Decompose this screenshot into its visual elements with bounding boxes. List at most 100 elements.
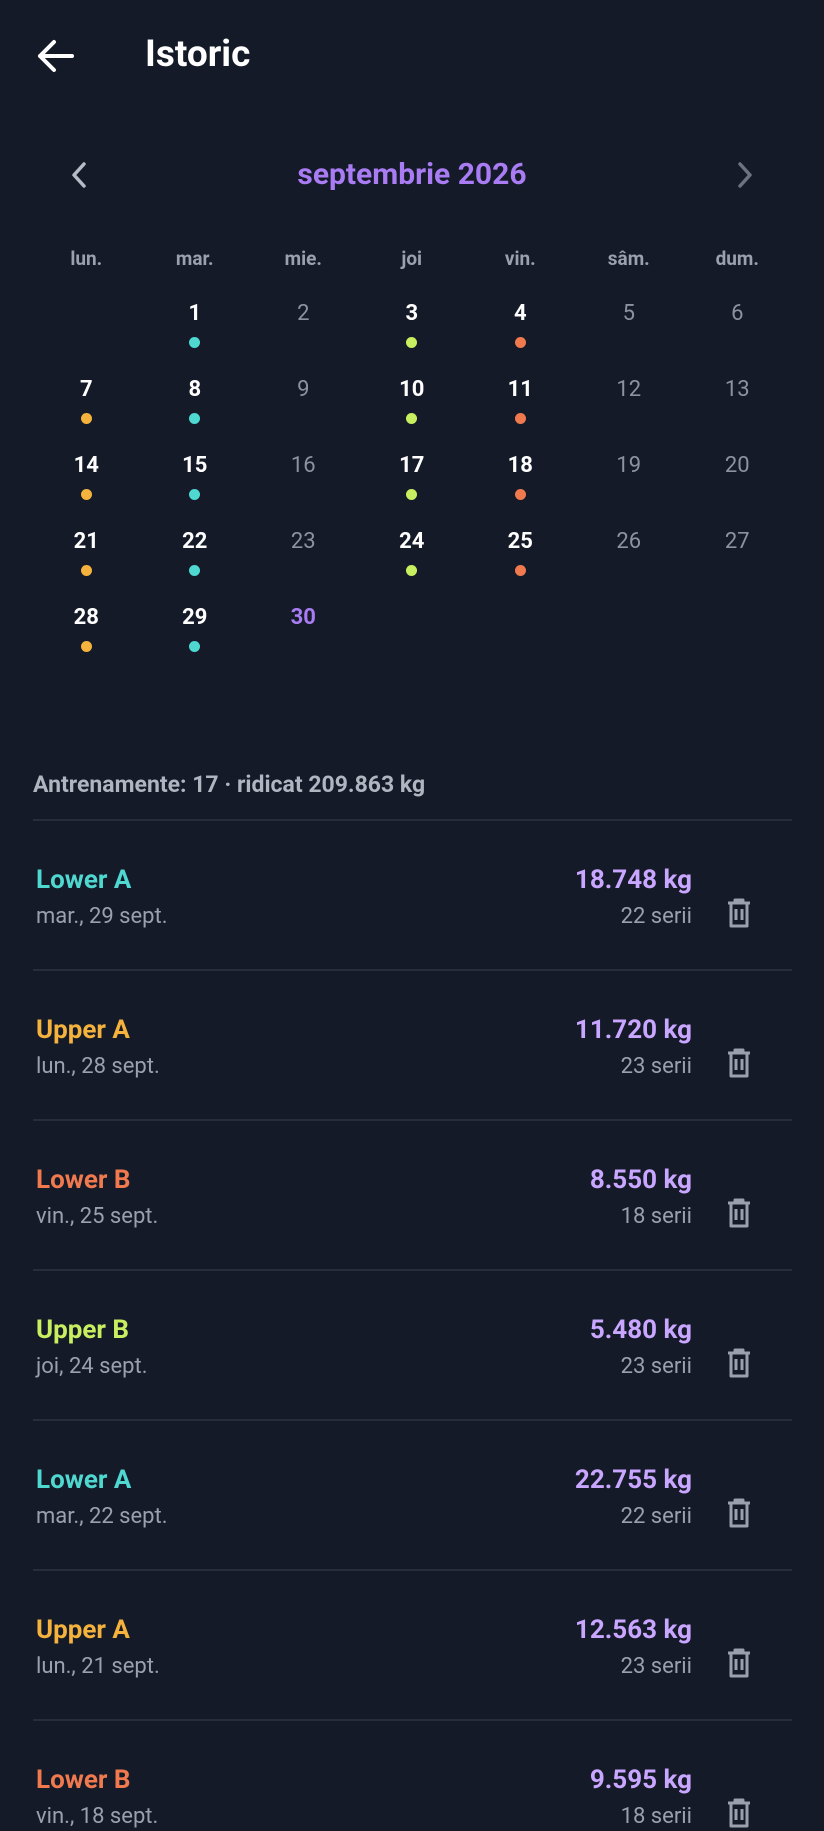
workout-sets: 23 serii xyxy=(620,1354,692,1379)
back-button[interactable] xyxy=(36,38,76,74)
calendar-day[interactable]: 20 xyxy=(724,453,750,478)
workout-volume: 22.755 kg xyxy=(574,1465,692,1495)
workout-dot xyxy=(189,565,201,576)
calendar-day[interactable]: 5 xyxy=(622,301,635,326)
divider xyxy=(33,1719,792,1721)
divider xyxy=(33,819,792,821)
weekday-label: mar. xyxy=(175,247,214,270)
calendar-day[interactable]: 7 xyxy=(32,375,141,451)
calendar-day[interactable]: 1 xyxy=(141,299,250,375)
workout-date: vin., 25 sept. xyxy=(36,1204,159,1229)
calendar-day[interactable]: 6 xyxy=(731,301,744,326)
weekday-label: vin. xyxy=(504,247,536,270)
workout-dot xyxy=(514,489,526,500)
calendar-day[interactable]: 16 xyxy=(290,453,316,478)
calendar-day[interactable]: 17 xyxy=(358,451,467,527)
calendar-day[interactable]: 18 xyxy=(466,451,575,527)
workout-date: vin., 18 sept. xyxy=(36,1804,159,1829)
workout-sets: 18 serii xyxy=(620,1804,692,1829)
workout-dot xyxy=(80,641,92,652)
workout-name[interactable]: Lower B xyxy=(36,1765,131,1795)
workout-dot xyxy=(189,641,201,652)
workout-volume: 8.550 kg xyxy=(589,1165,692,1195)
workout-dot xyxy=(80,565,92,576)
workout-sets: 18 serii xyxy=(620,1204,692,1229)
prev-month[interactable] xyxy=(68,160,92,190)
workout-volume: 9.595 kg xyxy=(589,1765,692,1795)
workout-volume: 11.720 kg xyxy=(574,1015,692,1045)
workout-sets: 22 serii xyxy=(620,904,692,929)
delete-button[interactable] xyxy=(725,1347,753,1379)
workout-dot xyxy=(406,565,418,576)
delete-button[interactable] xyxy=(725,897,753,929)
delete-button[interactable] xyxy=(725,1197,753,1229)
calendar-day[interactable]: 15 xyxy=(141,451,250,527)
calendar-day[interactable]: 28 xyxy=(32,603,141,679)
divider xyxy=(33,1269,792,1271)
calendar-day[interactable]: 2 xyxy=(297,301,310,326)
workout-name[interactable]: Upper A xyxy=(36,1015,130,1045)
divider xyxy=(33,1419,792,1421)
workout-sets: 23 serii xyxy=(620,1054,692,1079)
calendar-day[interactable]: 8 xyxy=(141,375,250,451)
calendar-day[interactable]: 9 xyxy=(297,377,310,402)
divider xyxy=(33,969,792,971)
screen-title: Istoric xyxy=(145,33,251,76)
calendar-day[interactable]: 29 xyxy=(141,603,250,679)
workout-dot xyxy=(514,337,526,348)
workout-name[interactable]: Lower A xyxy=(36,865,132,895)
calendar-day[interactable]: 21 xyxy=(32,527,141,603)
workout-dot xyxy=(406,489,418,500)
workout-name[interactable]: Upper A xyxy=(36,1615,130,1645)
delete-button[interactable] xyxy=(725,1047,753,1079)
workout-dot xyxy=(80,413,92,424)
calendar-day[interactable]: 12 xyxy=(616,377,642,402)
workout-dot xyxy=(406,413,418,424)
workout-date: joi, 24 sept. xyxy=(36,1354,148,1379)
calendar-day[interactable]: 26 xyxy=(616,529,642,554)
next-month[interactable] xyxy=(732,160,756,190)
calendar-day[interactable]: 27 xyxy=(724,529,750,554)
weekday-label: sâm. xyxy=(607,247,650,270)
delete-button[interactable] xyxy=(725,1647,753,1679)
workout-dot xyxy=(189,413,201,424)
workout-date: mar., 22 sept. xyxy=(36,1504,168,1529)
delete-button[interactable] xyxy=(725,1497,753,1529)
workout-name[interactable]: Lower A xyxy=(36,1465,132,1495)
summary: Antrenamente: 17 · ridicat 209.863 kg xyxy=(33,771,426,798)
calendar-day[interactable]: 23 xyxy=(290,529,316,554)
calendar-day[interactable]: 22 xyxy=(141,527,250,603)
workout-date: mar., 29 sept. xyxy=(36,904,168,929)
workout-dot xyxy=(406,337,418,348)
workout-volume: 18.748 kg xyxy=(574,865,692,895)
divider xyxy=(33,1119,792,1121)
calendar-day[interactable]: 10 xyxy=(358,375,467,451)
calendar-day[interactable]: 24 xyxy=(358,527,467,603)
calendar-day[interactable]: 14 xyxy=(32,451,141,527)
calendar-day[interactable]: 25 xyxy=(466,527,575,603)
divider xyxy=(33,1569,792,1571)
workout-dot xyxy=(80,489,92,500)
delete-button[interactable] xyxy=(725,1797,753,1829)
calendar-day[interactable]: 19 xyxy=(616,453,642,478)
weekday-row: lun. mar. mie. joi vin. sâm. dum. xyxy=(32,247,792,271)
workout-dot xyxy=(514,565,526,576)
weekday-label: mie. xyxy=(284,247,322,270)
workout-dot xyxy=(189,489,201,500)
calendar-grid: 1 2 3 4 5 6 7 8 9 10 11 12 13 14 15 16 17 18 19 20 21 22 23 24 2… xyxy=(32,299,792,679)
workout-name[interactable]: Upper B xyxy=(36,1315,130,1345)
weekday-label: lun. xyxy=(70,247,103,270)
calendar-day[interactable]: 3 xyxy=(358,299,467,375)
workout-name[interactable]: Lower B xyxy=(36,1165,131,1195)
calendar-day[interactable]: 30 xyxy=(290,605,316,630)
workout-dot xyxy=(189,337,201,348)
weekday-label: dum. xyxy=(715,247,759,270)
workout-sets: 22 serii xyxy=(620,1504,692,1529)
calendar-day[interactable]: 13 xyxy=(724,377,750,402)
calendar-day[interactable]: 11 xyxy=(466,375,575,451)
workout-date: lun., 28 sept. xyxy=(36,1054,160,1079)
month-label: septembrie 2026 xyxy=(297,157,527,192)
workout-volume: 12.563 kg xyxy=(574,1615,692,1645)
calendar-day[interactable]: 4 xyxy=(466,299,575,375)
